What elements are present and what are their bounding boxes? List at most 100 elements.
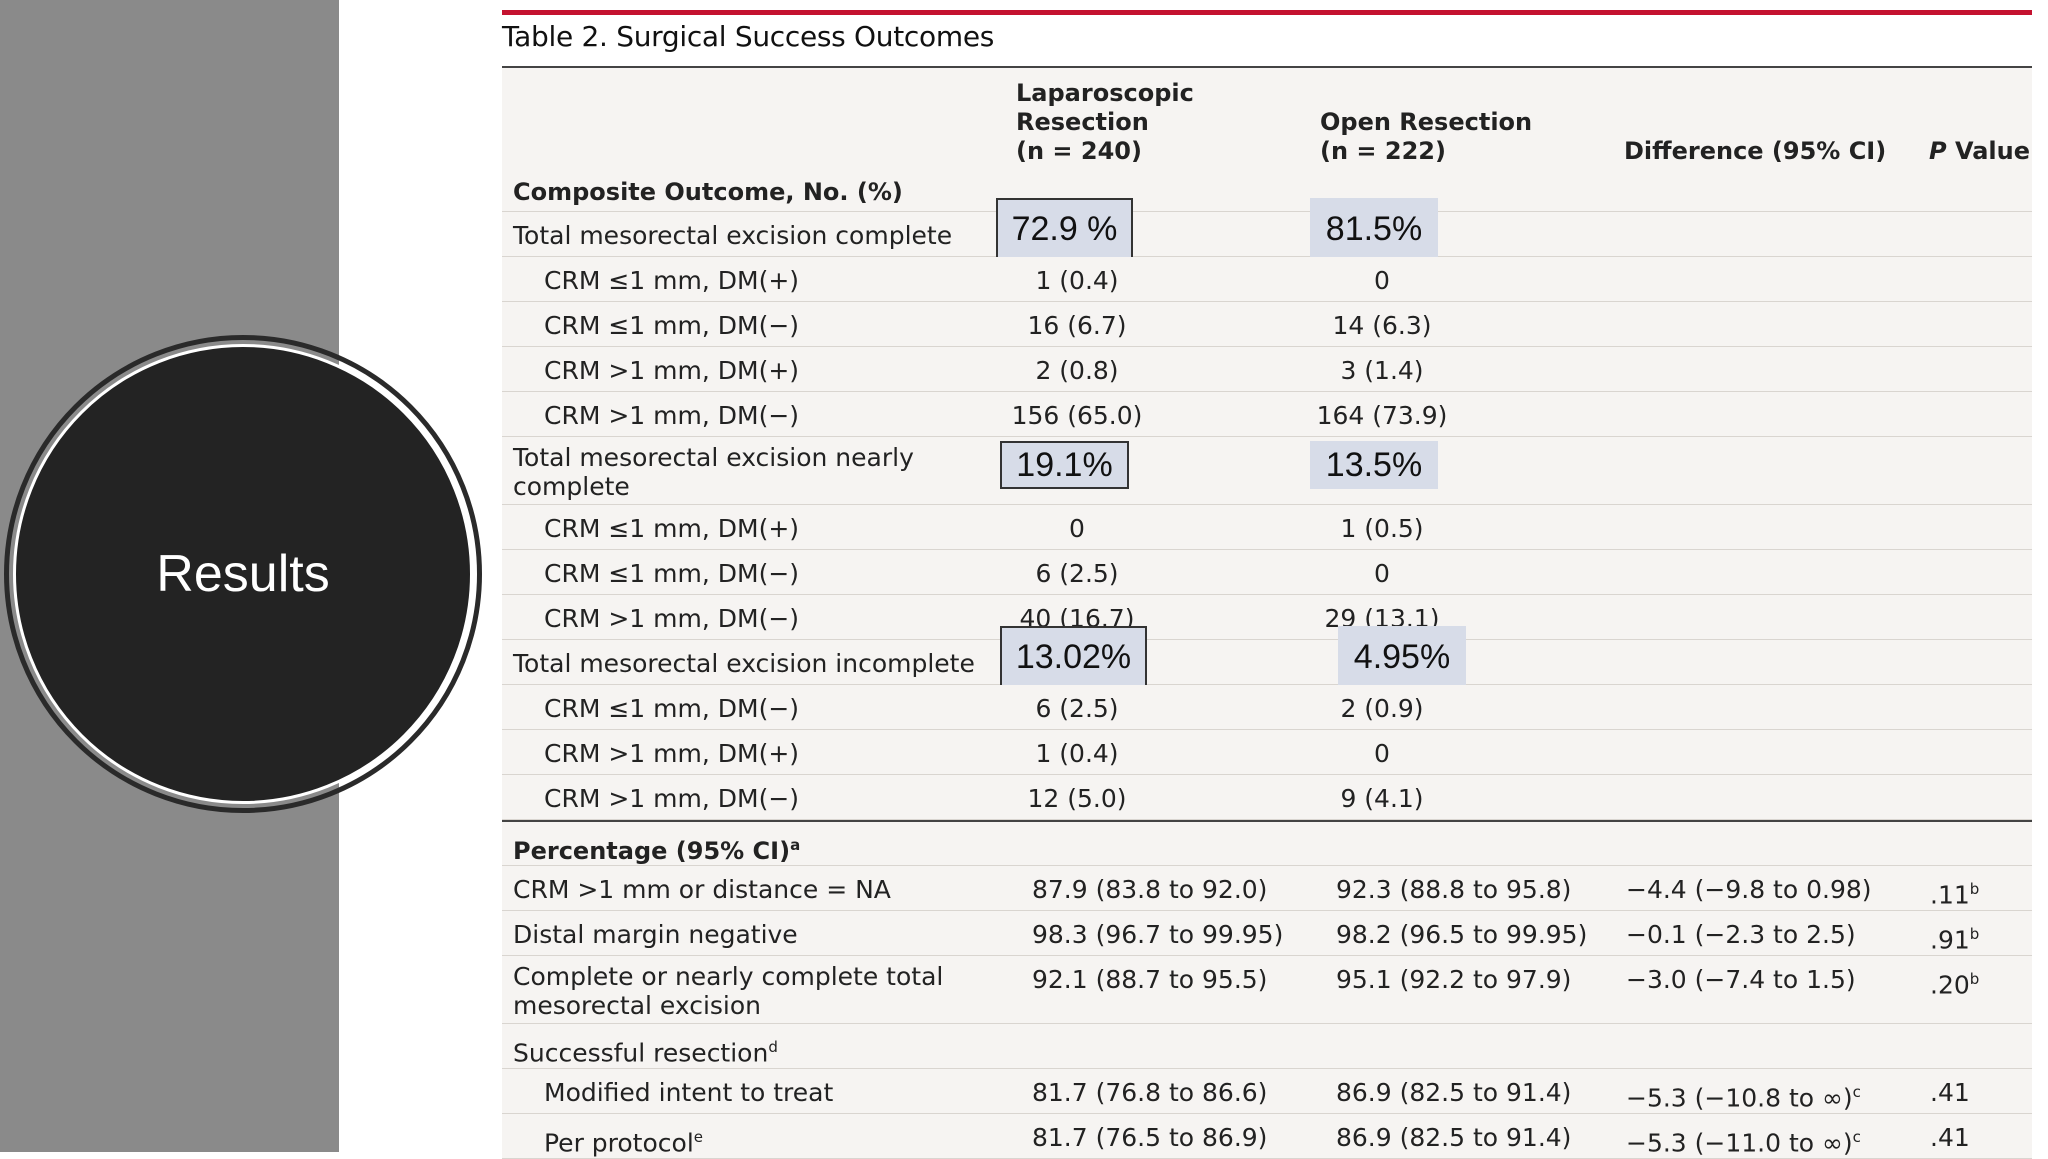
- row-label: CRM >1 mm, DM(−): [544, 604, 800, 633]
- cell-value: −3.0 (−7.4 to 1.5): [1626, 965, 1856, 994]
- row-label: Complete or nearly complete total mesore…: [513, 962, 944, 1020]
- footnote-marker: b: [1969, 880, 1980, 898]
- table-title: Table 2. Surgical Success Outcomes: [502, 20, 995, 53]
- cell-c2: 14 (6.3): [1332, 311, 1432, 340]
- cell-c1: 0: [1069, 514, 1085, 543]
- table-row: CRM >1 mm, DM(+) 1 (0.4) 0: [502, 730, 2032, 775]
- highlight-percentage: 13.5%: [1310, 441, 1438, 489]
- cell-c1: 16 (6.7): [1027, 311, 1127, 340]
- table-row: CRM >1 mm, DM(−) 156 (65.0) 164 (73.9): [502, 392, 2032, 437]
- cell-value: .91: [1930, 925, 1970, 955]
- row-label: CRM ≤1 mm, DM(−): [544, 311, 800, 340]
- table-row: CRM >1 mm or distance = NA 87.9 (83.8 to …: [502, 866, 2032, 911]
- cell-c2: 164 (73.9): [1316, 401, 1448, 430]
- cell-value: 98.2 (96.5 to 99.95): [1336, 920, 1588, 949]
- section-circle-inner: Results: [13, 344, 473, 804]
- cell-c2: 3 (1.4): [1340, 356, 1424, 385]
- cell-c1: 87.9 (83.8 to 92.0): [1032, 875, 1267, 904]
- table-row: CRM >1 mm, DM(−) 40 (16.7) 29 (13.1): [502, 595, 2032, 640]
- footnote-marker: d: [768, 1038, 778, 1056]
- row-label: Percentage (95% CI)a: [513, 836, 801, 865]
- cell-c2: 1 (0.5): [1340, 514, 1424, 543]
- group-row: Total mesorectal excision complete 72.9 %…: [502, 198, 2032, 260]
- outcomes-table: Table 2. Surgical Success Outcomes Lapar…: [502, 0, 2032, 1159]
- table-row: CRM ≤1 mm, DM(−) 6 (2.5) 0: [502, 550, 2032, 595]
- cell-c1: 2 (0.8): [1035, 356, 1119, 385]
- section-title: Results: [156, 545, 330, 603]
- cell-c1: 92.1 (88.7 to 95.5): [1032, 965, 1267, 994]
- cell-value: 98.3 (96.7 to 99.95): [1032, 920, 1284, 949]
- cell-value: −5.3 (−10.8 to ∞): [1626, 1083, 1853, 1113]
- cell-c1: 1 (0.4): [1035, 739, 1119, 768]
- header-open: Open Resection (n = 222): [1320, 108, 1532, 166]
- cell-c3: −0.1 (−2.3 to 2.5): [1626, 920, 1856, 949]
- highlight-percentage: 19.1%: [1000, 441, 1129, 489]
- cell-value: 86.9 (82.5 to 91.4): [1336, 1078, 1572, 1107]
- cell-value: 95.1 (92.2 to 97.9): [1336, 965, 1572, 994]
- header-difference: Difference (95% CI): [1624, 137, 1887, 165]
- row-label: CRM ≤1 mm, DM(+): [544, 514, 800, 543]
- row-label: Per protocole: [544, 1128, 704, 1158]
- cell-value: 81.7 (76.5 to 86.9): [1032, 1123, 1268, 1152]
- cell-value: −4.4 (−9.8 to 0.98): [1626, 875, 1872, 904]
- cell-c2: 86.9 (82.5 to 91.4): [1336, 1078, 1571, 1107]
- header-line: (n = 240): [1016, 137, 1142, 165]
- row-label: CRM >1 mm, DM(+): [544, 356, 800, 385]
- header-line: Open Resection: [1320, 108, 1533, 136]
- cell-c2: 0: [1374, 559, 1390, 588]
- cell-c1: 6 (2.5): [1035, 559, 1119, 588]
- cell-value: 86.9 (82.5 to 91.4): [1336, 1123, 1572, 1152]
- footnote-marker: b: [1969, 970, 1980, 988]
- table-row: Distal margin negative 98.3 (96.7 to 99.9…: [502, 911, 2032, 956]
- cell-value: .20: [1930, 970, 1970, 1000]
- cell-c2: 0: [1374, 266, 1390, 295]
- highlight-percentage: 81.5%: [1310, 198, 1438, 260]
- cell-c1: 1 (0.4): [1035, 266, 1119, 295]
- section-row: Composite Outcome, No. (%): [502, 169, 2032, 212]
- header-line: Resection: [1016, 108, 1149, 136]
- table-row: CRM >1 mm, DM(+) 2 (0.8) 3 (1.4): [502, 347, 2032, 392]
- table-row: CRM ≤1 mm, DM(+) 1 (0.4) 0: [502, 257, 2032, 302]
- row-label: Modified intent to treat: [544, 1078, 834, 1107]
- header-p: P: [1929, 137, 1947, 165]
- cell-value: .11: [1930, 880, 1970, 910]
- header-laparoscopic: Laparoscopic Resection (n = 240): [1016, 79, 1194, 166]
- cell-c3: −5.3 (−11.0 to ∞)c: [1626, 1123, 1861, 1157]
- row-label: CRM >1 mm or distance = NA: [513, 875, 891, 904]
- cell-c2: 86.9 (82.5 to 91.4): [1336, 1123, 1571, 1152]
- cell-c4: .20b: [1930, 965, 1979, 999]
- footnote-marker: e: [693, 1128, 704, 1146]
- highlight-percentage: 13.02%: [1000, 626, 1147, 688]
- cell-value: .41: [1930, 1123, 1970, 1152]
- table-header: Laparoscopic Resection (n = 240) Open Re…: [502, 66, 2032, 173]
- cell-c1: 81.7 (76.8 to 86.6): [1032, 1078, 1267, 1107]
- cell-c2: 9 (4.1): [1340, 784, 1424, 813]
- cell-c2: 92.3 (88.8 to 95.8): [1336, 875, 1571, 904]
- table-row: CRM >1 mm, DM(−) 12 (5.0) 9 (4.1): [502, 775, 2032, 820]
- cell-value: 92.1 (88.7 to 95.5): [1032, 965, 1268, 994]
- section-circle: Results: [4, 335, 482, 813]
- highlight-percentage: 72.9 %: [996, 198, 1133, 260]
- table-row: Modified intent to treat 81.7 (76.8 to 86…: [502, 1069, 2032, 1114]
- cell-c1: 98.3 (96.7 to 99.95): [1032, 920, 1283, 949]
- cell-c1: 81.7 (76.5 to 86.9): [1032, 1123, 1267, 1152]
- row-label: Composite Outcome, No. (%): [513, 178, 903, 206]
- table-row: Per protocole 81.7 (76.5 to 86.9) 86.9 (82…: [502, 1114, 2032, 1159]
- cell-c4: .41: [1930, 1078, 1970, 1107]
- cell-value: 87.9 (83.8 to 92.0): [1032, 875, 1268, 904]
- cell-c2: 98.2 (96.5 to 99.95): [1336, 920, 1587, 949]
- footnote-marker: a: [790, 836, 801, 854]
- row-label: Total mesorectal excision nearly complet…: [513, 443, 914, 501]
- footnote-marker: c: [1852, 1083, 1861, 1101]
- cell-value: −5.3 (−11.0 to ∞): [1626, 1128, 1853, 1158]
- row-label: Successful resectiond: [513, 1038, 778, 1068]
- footnote-marker: c: [1852, 1128, 1861, 1146]
- cell-c4: .91b: [1930, 920, 1979, 954]
- row-label: Total mesorectal excision complete: [513, 221, 953, 250]
- table-row: CRM ≤1 mm, DM(+) 0 1 (0.5): [502, 505, 2032, 550]
- title-rule: [502, 10, 2032, 15]
- table-row: Complete or nearly complete total mesore…: [502, 956, 2032, 1024]
- header-p-value: P Value: [1929, 137, 2030, 166]
- header-line: (n = 222): [1320, 137, 1446, 165]
- highlight-percentage: 4.95%: [1338, 626, 1466, 688]
